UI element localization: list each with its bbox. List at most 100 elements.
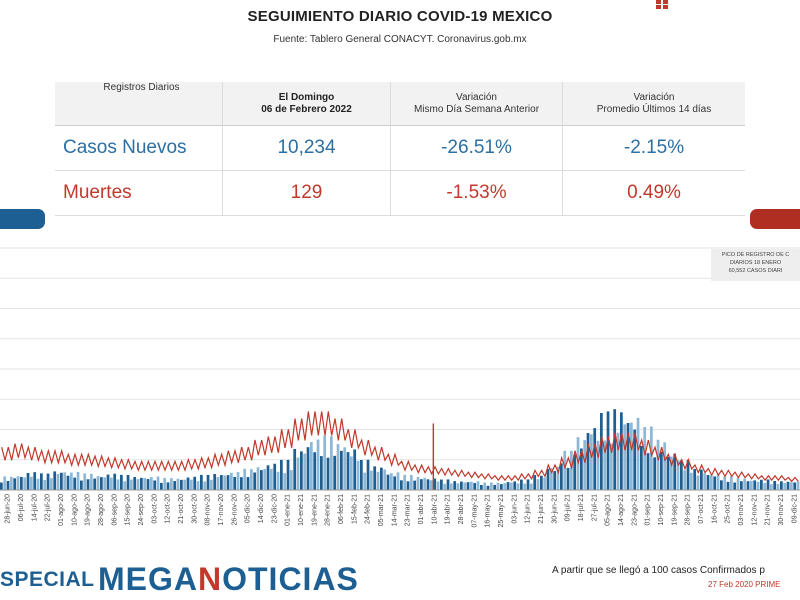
x-tick-label: 01-ago-20 (58, 494, 65, 526)
cases-bar (616, 432, 620, 490)
chart-title: SEGUIMIENTO DIARIO COVID-19 MEXICO (247, 8, 553, 25)
x-tick-label: 08-nov-20 (205, 494, 212, 526)
cases-bar (713, 476, 717, 490)
cases-bar (23, 477, 27, 490)
cases-bar (196, 481, 200, 490)
cases-bar (126, 475, 130, 490)
cases-bar (796, 481, 800, 490)
cases-bar (296, 457, 300, 490)
cases-bar (733, 482, 737, 490)
cases-bar (376, 471, 380, 490)
cases-bar (673, 453, 677, 490)
x-tick-label: 12-oct-20 (165, 494, 172, 524)
x-tick-label: 10-ene-21 (298, 494, 305, 526)
cases-bar (26, 473, 30, 490)
peak-annotation: PICO DE REGISTRO DE C DIARIOS 18 ENERO 6… (711, 249, 800, 281)
cases-bar (300, 451, 303, 490)
cases-bar (66, 475, 70, 490)
cases-bar (260, 470, 263, 490)
cases-bar (596, 440, 600, 490)
cases-bar (743, 478, 747, 490)
cases-bar (223, 475, 227, 490)
cases-bar (153, 480, 157, 490)
cases-bar (120, 474, 123, 490)
cases-bar (503, 483, 507, 490)
cases-bar (176, 478, 180, 490)
cases-bar (633, 429, 637, 490)
cases-bar (623, 424, 627, 490)
x-tick-label: 12-jun-21 (525, 494, 532, 524)
cases-bar (16, 476, 20, 490)
cases-bar (323, 435, 327, 490)
cases-bar (413, 480, 417, 490)
cases-bar (293, 448, 297, 490)
cases-bar (130, 479, 133, 490)
cases-bar (636, 417, 640, 490)
cases-bar (330, 436, 333, 490)
cases-bar (163, 477, 167, 490)
cases-bar (273, 463, 277, 490)
cases-bar (516, 483, 520, 490)
x-tick-label: 10-sep-21 (658, 494, 665, 526)
brand-logo: MEGANOTICIAS (98, 561, 359, 598)
x-tick-label: 12-nov-21 (751, 494, 758, 526)
cases-bar (653, 457, 657, 490)
header-var-14d-line1: Variación (633, 91, 675, 103)
cases-bar (116, 479, 120, 490)
cases-bar (430, 480, 433, 490)
cases-bar (690, 472, 693, 490)
x-tick-label: 23-dic-20 (271, 494, 278, 523)
cases-bar (390, 473, 393, 490)
cases-bar (780, 481, 783, 490)
cases-bar (406, 481, 410, 490)
cases-bar (656, 439, 660, 490)
x-tick-label: 23-mar-21 (405, 494, 412, 526)
cases-bar (366, 459, 370, 490)
x-tick-label: 30-nov-21 (778, 494, 785, 526)
cases-var-14d: -2.15% (623, 137, 685, 158)
cases-bar (533, 475, 537, 490)
cases-bar (506, 482, 510, 490)
deaths-var-14d: 0.49% (627, 182, 681, 203)
deaths-line (1, 411, 799, 483)
cases-bar (166, 482, 170, 490)
cases-bar (3, 476, 7, 490)
cases-bar (156, 476, 160, 490)
header-var-week: Variación Mismo Día Semana Anterior (391, 82, 563, 125)
cases-bar (356, 460, 360, 490)
cases-bar (53, 471, 57, 490)
cases-bar (556, 466, 560, 490)
cases-bar (630, 422, 633, 490)
cases-bar (706, 475, 710, 490)
cases-bar (546, 468, 550, 490)
cases-bar (786, 481, 790, 490)
cases-bar (310, 441, 313, 490)
x-tick-label: 21-jun-21 (538, 494, 545, 524)
brand-special: SPECIAL (0, 568, 95, 591)
cases-bar (306, 447, 310, 490)
cases-bar (190, 479, 193, 490)
cases-bar (670, 456, 673, 490)
stats-header-row: Registros Diarios El Domingo 06 de Febre… (55, 82, 745, 126)
x-tick-label: 28-abr-21 (458, 494, 465, 524)
x-tick-label: 05-mar-21 (378, 494, 385, 526)
cases-bar (716, 474, 720, 490)
cases-bar (236, 472, 240, 490)
chart-source: Fuente: Tablero General CONACYT. Coronav… (273, 34, 527, 45)
x-tick-label: 06-feb-21 (338, 494, 345, 524)
cases-bar (736, 478, 740, 490)
cases-bar (263, 468, 267, 490)
cases-bar (210, 479, 213, 490)
deaths-label: Muertes (55, 171, 223, 215)
cases-label: Casos Nuevos (55, 126, 223, 170)
x-tick-label: 21-nov-21 (765, 494, 772, 526)
x-tick-label: 24-feb-21 (365, 494, 372, 524)
cases-bar (80, 480, 83, 490)
cases-bar (510, 482, 513, 490)
cases-bar (326, 457, 330, 490)
header-label: Registros Diarios (55, 82, 223, 125)
cases-bar (100, 477, 103, 490)
cases-bar (150, 477, 153, 490)
cases-bar (96, 476, 100, 490)
cases-bar (286, 459, 290, 490)
